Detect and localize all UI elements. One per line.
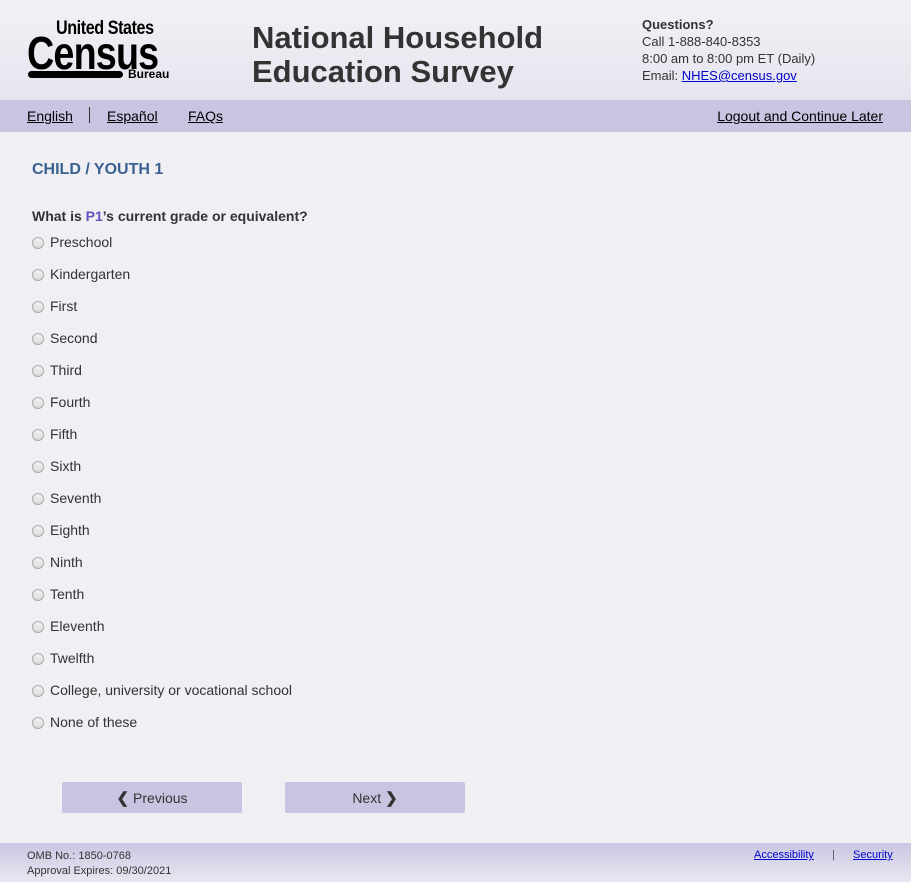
option-label: Eighth	[50, 522, 90, 538]
option-label: First	[50, 298, 78, 314]
previous-label: Previous	[133, 789, 188, 806]
divider: |	[832, 849, 835, 861]
grade-option[interactable]: Eighth	[32, 522, 292, 554]
section-title: CHILD / YOUTH 1	[32, 161, 164, 178]
grade-option[interactable]: Third	[32, 362, 292, 394]
radio-button[interactable]	[32, 237, 44, 249]
question-pre: What is	[32, 208, 86, 224]
grade-option[interactable]: First	[32, 298, 292, 330]
grade-option[interactable]: Twelfth	[32, 650, 292, 682]
espanol-link[interactable]: Español	[107, 108, 158, 124]
radio-button[interactable]	[32, 653, 44, 665]
radio-button[interactable]	[32, 269, 44, 281]
logo-text: Census	[27, 27, 159, 79]
radio-button[interactable]	[32, 397, 44, 409]
grade-option[interactable]: Ninth	[32, 554, 292, 586]
email-label: Email:	[642, 68, 682, 83]
chevron-left-icon: ❮	[116, 789, 130, 807]
header: United States Census Bureau National Hou…	[0, 0, 911, 100]
title-line: Education Survey	[252, 54, 514, 89]
grade-option[interactable]: None of these	[32, 714, 292, 746]
option-label: Eleventh	[50, 618, 105, 634]
option-label: Twelfth	[50, 650, 95, 666]
grade-option[interactable]: Fourth	[32, 394, 292, 426]
contact-info: Questions? Call 1-888-840-8353 8:00 am t…	[642, 16, 815, 84]
grade-option[interactable]: College, university or vocational school	[32, 682, 292, 714]
option-label: Fifth	[50, 426, 78, 442]
option-label: College, university or vocational school	[50, 682, 293, 698]
grade-option[interactable]: Kindergarten	[32, 266, 292, 298]
logo-bar	[28, 71, 123, 78]
accessibility-link[interactable]: Accessibility	[754, 849, 814, 861]
faqs-link[interactable]: FAQs	[188, 108, 224, 124]
radio-button[interactable]	[32, 365, 44, 377]
contact-hours: 8:00 am to 8:00 pm ET (Daily)	[642, 51, 816, 66]
question-text: What is P1’s current grade or equivalent…	[32, 208, 308, 224]
approval-expires: Approval Expires: 09/30/2021	[27, 865, 172, 877]
previous-button[interactable]: ❮ Previous	[62, 782, 242, 813]
option-label: Sixth	[50, 458, 82, 474]
grade-option[interactable]: Seventh	[32, 490, 292, 522]
option-label: Fourth	[50, 394, 91, 410]
logo-text: Bureau	[128, 67, 170, 81]
next-button[interactable]: Next ❯	[285, 782, 465, 813]
radio-button[interactable]	[32, 685, 44, 697]
divider	[89, 107, 90, 123]
radio-button[interactable]	[32, 589, 44, 601]
omb-number: OMB No.: 1850-0768	[27, 850, 131, 862]
radio-button[interactable]	[32, 557, 44, 569]
title-line: National Household	[252, 20, 544, 55]
person-name: P1	[85, 208, 103, 224]
question-post: ’s current grade or equivalent?	[102, 208, 308, 224]
option-label: Second	[50, 330, 98, 346]
option-label: Seventh	[50, 490, 102, 506]
option-label: Ninth	[50, 554, 83, 570]
logo-text: United States	[56, 18, 154, 39]
grade-option[interactable]: Second	[32, 330, 292, 362]
census-bureau-logo: United States Census Bureau	[27, 18, 177, 82]
radio-button[interactable]	[32, 461, 44, 473]
contact-phone: Call 1-888-840-8353	[642, 34, 761, 49]
next-label: Next	[352, 789, 382, 806]
page-title: National Household Education Survey	[252, 21, 543, 89]
grade-option[interactable]: Sixth	[32, 458, 292, 490]
option-label: Preschool	[50, 234, 113, 250]
option-label: Tenth	[50, 586, 85, 602]
grade-option[interactable]: Eleventh	[32, 618, 292, 650]
footer: OMB No.: 1850-0768 Approval Expires: 09/3…	[0, 843, 911, 882]
email-link[interactable]: NHES@census.gov	[681, 68, 797, 83]
radio-button[interactable]	[32, 717, 44, 729]
nav-bar: English Español FAQs Logout and Continue…	[0, 100, 911, 132]
radio-button[interactable]	[32, 429, 44, 441]
radio-button[interactable]	[32, 493, 44, 505]
radio-button[interactable]	[32, 525, 44, 537]
contact-heading: Questions?	[642, 17, 714, 32]
grade-option[interactable]: Fifth	[32, 426, 292, 458]
grade-option[interactable]: Preschool	[32, 234, 292, 266]
english-link[interactable]: English	[27, 108, 73, 124]
option-label: None of these	[50, 714, 138, 730]
security-link[interactable]: Security	[853, 849, 893, 861]
radio-button[interactable]	[32, 301, 44, 313]
radio-button[interactable]	[32, 621, 44, 633]
option-label: Kindergarten	[50, 266, 131, 282]
chevron-right-icon: ❯	[385, 789, 398, 807]
radio-button[interactable]	[32, 333, 44, 345]
logout-link[interactable]: Logout and Continue Later	[717, 108, 883, 124]
option-label: Third	[50, 362, 82, 378]
grade-option[interactable]: Tenth	[32, 586, 292, 618]
grade-options: Preschool Kindergarten First Second Third Fou…	[32, 234, 292, 746]
